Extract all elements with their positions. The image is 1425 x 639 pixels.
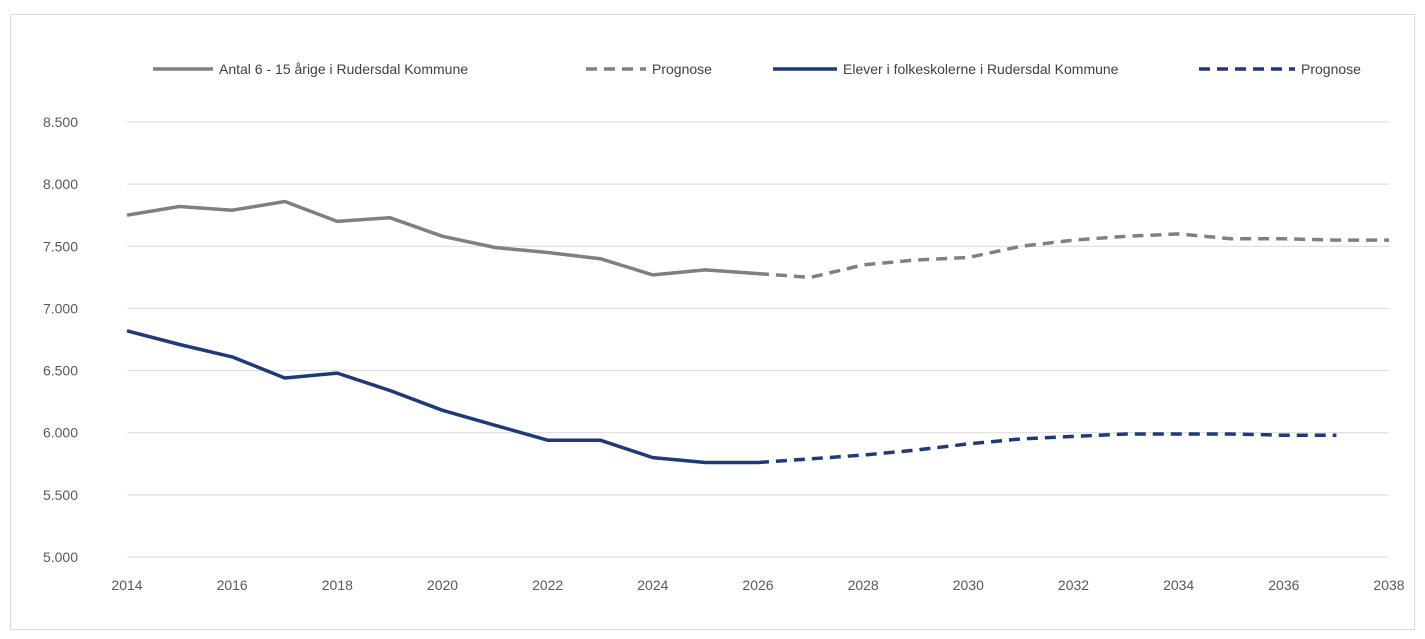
gridlines	[127, 121, 1389, 558]
legend-label-3: Elever i folkeskolerne i Rudersdal Kommu…	[843, 61, 1119, 77]
x-tick-label: 2024	[637, 577, 668, 593]
y-tick-label: 8.500	[43, 114, 78, 130]
x-tick-label: 2038	[1373, 577, 1404, 593]
x-tick-label: 2032	[1058, 577, 1089, 593]
chart-frame: 5.000 5.500 6.000 6.500 7.000 7.500 8.000 8.500…	[10, 14, 1415, 630]
x-tick-label: 2030	[953, 577, 984, 593]
legend-label-1: Antal 6 - 15 årige i Rudersdal Kommune	[219, 61, 468, 77]
x-tick-label: 2018	[322, 577, 353, 593]
y-tick-label: 7.000	[43, 300, 78, 316]
y-tick-label: 5.000	[43, 549, 78, 565]
series-line-3	[126, 329, 758, 465]
x-tick-label: 2022	[532, 577, 563, 593]
x-tick-label: 2036	[1268, 577, 1299, 593]
series-lines	[126, 199, 1389, 465]
series-line-2	[757, 232, 1389, 280]
y-tick-label: 7.500	[43, 238, 78, 254]
legend: Antal 6 - 15 årige i Rudersdal Kommune Pr…	[153, 61, 1361, 77]
legend-label-2: Prognose	[652, 61, 712, 77]
y-tick-label: 6.000	[43, 425, 78, 441]
y-axis-tick-labels: 5.000 5.500 6.000 6.500 7.000 7.500 8.000 8.500	[43, 114, 78, 565]
x-tick-label: 2016	[217, 577, 248, 593]
x-tick-label: 2034	[1163, 577, 1194, 593]
line-chart: 5.000 5.500 6.000 6.500 7.000 7.500 8.000 8.500…	[43, 61, 1405, 593]
x-tick-label: 2026	[742, 577, 773, 593]
series-line-4	[757, 432, 1337, 465]
x-tick-label: 2014	[111, 577, 142, 593]
y-tick-label: 5.500	[43, 487, 78, 503]
x-tick-label: 2020	[427, 577, 458, 593]
x-axis-tick-labels: 2014 2016 2018 2020 2022 2024 2026 2028 2030 2032…	[111, 577, 1404, 593]
x-tick-label: 2028	[848, 577, 879, 593]
legend-label-4: Prognose	[1301, 61, 1361, 77]
y-tick-label: 6.500	[43, 363, 78, 379]
y-tick-label: 8.000	[43, 176, 78, 192]
series-line-1	[126, 199, 759, 277]
